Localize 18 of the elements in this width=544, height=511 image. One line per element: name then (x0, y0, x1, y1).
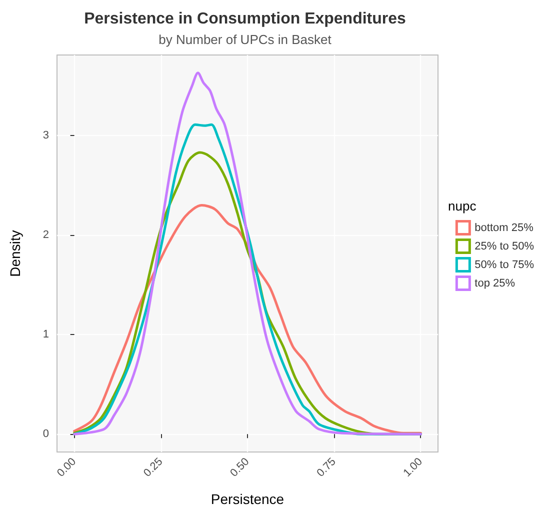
legend-label: 25% to 50% (474, 240, 534, 252)
x-tick-label: 1.00 (401, 456, 425, 480)
y-tick-label: 0 (42, 428, 49, 440)
legend-title: nupc (448, 198, 477, 214)
y-tick-label: 1 (42, 328, 49, 341)
x-tick-label: 0.25 (142, 456, 166, 480)
chart-title: Persistence in Consumption Expenditures (84, 10, 406, 28)
y-axis-title: Density (7, 230, 23, 277)
x-tick-label: 0.75 (314, 456, 338, 480)
y-tick-label: 3 (42, 130, 49, 142)
x-tick-label: 0.00 (54, 456, 79, 480)
y-tick-label: 2 (42, 229, 49, 242)
legend-label: bottom 25% (474, 222, 534, 234)
chart-subtitle: by Number of UPCs in Basket (158, 32, 332, 47)
x-tick-label: 0.50 (228, 456, 252, 480)
legend-label: top 25% (474, 277, 516, 290)
x-axis-title: Persistence (210, 491, 284, 507)
legend-label: 50% to 75% (474, 258, 534, 271)
